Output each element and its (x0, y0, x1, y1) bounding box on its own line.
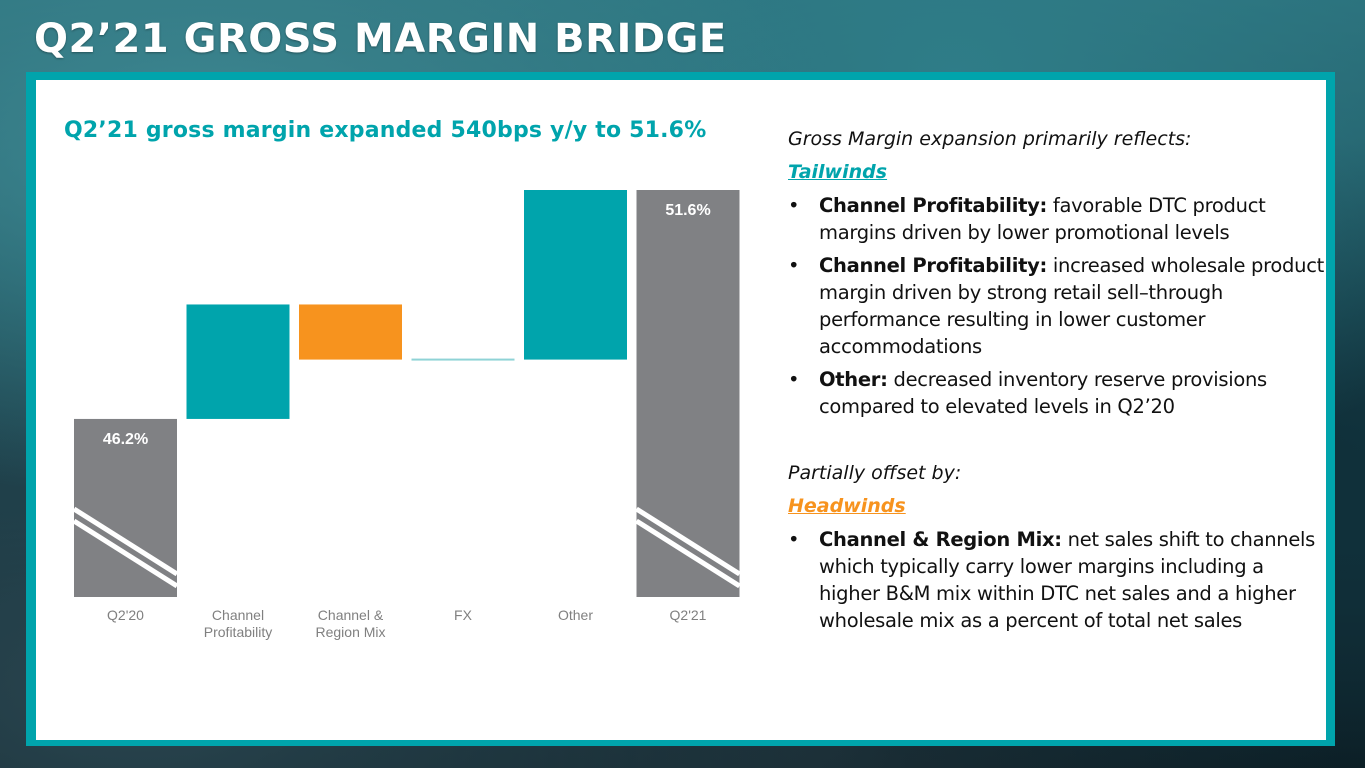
spacer (788, 426, 1328, 460)
bullet-icon: • (788, 254, 800, 277)
list-item: • Channel Profitability: favorable DTC p… (788, 192, 1328, 246)
tailwinds-heading: Tailwinds (788, 161, 888, 183)
list-item: • Channel Profitability: increased whole… (788, 252, 1328, 360)
x-tick-label: Other (558, 607, 593, 623)
item-label: Channel Profitability: (819, 254, 1048, 277)
bar-fx (411, 358, 515, 361)
x-tick-label: Profitability (204, 624, 272, 640)
x-tick-label: Channel & (318, 607, 384, 623)
item-text: net sales shift to channels which typica… (819, 528, 1316, 632)
x-tick-label: Q2'20 (107, 607, 144, 623)
axis-break-mark (635, 518, 741, 589)
headwinds-list: • Channel & Region Mix: net sales shift … (788, 526, 1328, 634)
commentary: Gross Margin expansion primarily reflect… (788, 126, 1328, 640)
bar-q2-20 (74, 418, 177, 597)
tailwinds-list: • Channel Profitability: favorable DTC p… (788, 192, 1328, 420)
item-text: decreased inventory reserve provisions c… (819, 368, 1267, 418)
bar-channel-region-mix (299, 304, 402, 360)
axis-break-mark (72, 506, 179, 577)
item-text: increased wholesale product margin drive… (819, 254, 1324, 358)
data-label-q2-21: 51.6% (665, 202, 710, 219)
slide-title: Q2’21 GROSS MARGIN BRIDGE (34, 16, 727, 62)
item-label: Channel & Region Mix: (819, 528, 1062, 551)
bar-q2-21 (636, 190, 740, 597)
x-tick-label: Region Mix (315, 624, 385, 640)
item-label: Channel Profitability: (819, 194, 1048, 217)
content-frame: Q2’21 gross margin expanded 540bps y/y t… (26, 72, 1335, 746)
bullet-icon: • (788, 528, 800, 551)
commentary-intro: Gross Margin expansion primarily reflect… (788, 128, 1192, 150)
headwinds-heading: Headwinds (788, 495, 906, 517)
x-tick-label: Q2'21 (670, 607, 707, 623)
x-tick-label: FX (454, 607, 473, 623)
list-item: • Other: decreased inventory reserve pro… (788, 366, 1328, 420)
bar-other (524, 190, 627, 360)
bullet-icon: • (788, 368, 800, 391)
chart-subtitle: Q2’21 gross margin expanded 540bps y/y t… (64, 118, 707, 143)
axis-break-mark (72, 518, 179, 589)
bar-channel-profitability (186, 304, 290, 419)
list-item: • Channel & Region Mix: net sales shift … (788, 526, 1328, 634)
item-text: favorable DTC product margins driven by … (819, 194, 1266, 244)
x-tick-label: Channel (212, 607, 264, 623)
data-label-q2-20: 46.2% (103, 431, 148, 448)
offset-intro: Partially offset by: (788, 462, 962, 484)
axis-break-mark (635, 506, 741, 577)
bullet-icon: • (788, 194, 800, 217)
content-panel: Q2’21 gross margin expanded 540bps y/y t… (36, 80, 1326, 740)
item-label: Other: (819, 368, 888, 391)
